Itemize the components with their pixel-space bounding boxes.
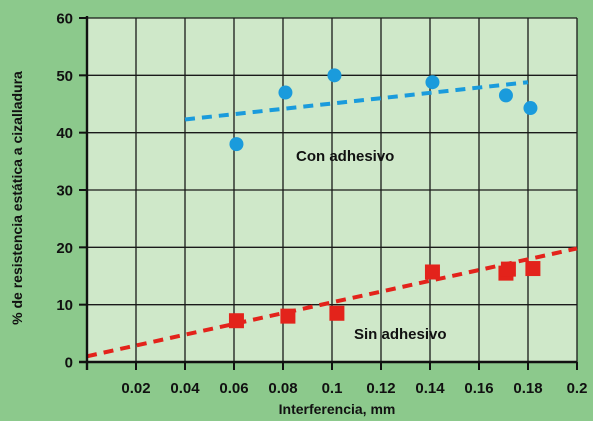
x-axis-title: Interferencia, mm bbox=[279, 401, 396, 417]
y-tick-label-0: 0 bbox=[65, 355, 73, 372]
point-0-0 bbox=[229, 137, 244, 152]
point-1-0 bbox=[228, 313, 244, 329]
trend-line-0 bbox=[184, 80, 529, 122]
x-tick-label-2: 0.06 bbox=[219, 380, 248, 397]
point-1-1 bbox=[280, 308, 296, 324]
axes bbox=[79, 16, 578, 370]
x-tick-label-1: 0.04 bbox=[170, 380, 200, 397]
x-tick-label-0: 0.02 bbox=[121, 380, 150, 397]
annotation-sin-adhesivo: Sin adhesivo bbox=[354, 326, 447, 343]
annotation-con-adhesivo: Con adhesivo bbox=[296, 148, 394, 165]
x-tick-label-4: 0.1 bbox=[322, 380, 343, 397]
x-tick-label-3: 0.08 bbox=[268, 380, 297, 397]
y-axis-title: % de resistencia estática a cizalladura bbox=[9, 71, 25, 325]
x-tick-label-5: 0.12 bbox=[366, 380, 395, 397]
data-points bbox=[228, 68, 541, 329]
point-0-1 bbox=[278, 85, 293, 100]
point-1-3 bbox=[424, 264, 440, 280]
point-1-6 bbox=[525, 261, 541, 277]
point-0-2 bbox=[327, 68, 342, 83]
trend-lines bbox=[86, 80, 578, 359]
point-0-3 bbox=[425, 75, 440, 90]
y-tick-labels: 0 10 20 30 40 50 60 bbox=[56, 11, 73, 372]
y-tick-label-4: 40 bbox=[56, 125, 73, 142]
y-tick-label-3: 30 bbox=[56, 183, 73, 200]
y-tick-label-6: 60 bbox=[56, 11, 73, 28]
point-0-4 bbox=[498, 88, 513, 103]
x-tick-label-6: 0.14 bbox=[415, 380, 445, 397]
point-0-5 bbox=[523, 101, 538, 116]
y-tick-label-1: 10 bbox=[56, 297, 73, 314]
y-tick-label-2: 20 bbox=[56, 240, 73, 257]
y-tick-label-5: 50 bbox=[56, 68, 73, 85]
x-tick-label-9: 0.2 bbox=[567, 380, 588, 397]
point-1-5 bbox=[500, 261, 516, 277]
x-tick-label-8: 0.18 bbox=[513, 380, 542, 397]
x-tick-label-7: 0.16 bbox=[464, 380, 493, 397]
x-tick-labels: 0.02 0.04 0.06 0.08 0.1 0.12 0.14 0.16 0.18 0.2 bbox=[121, 380, 587, 397]
point-1-2 bbox=[329, 305, 345, 321]
